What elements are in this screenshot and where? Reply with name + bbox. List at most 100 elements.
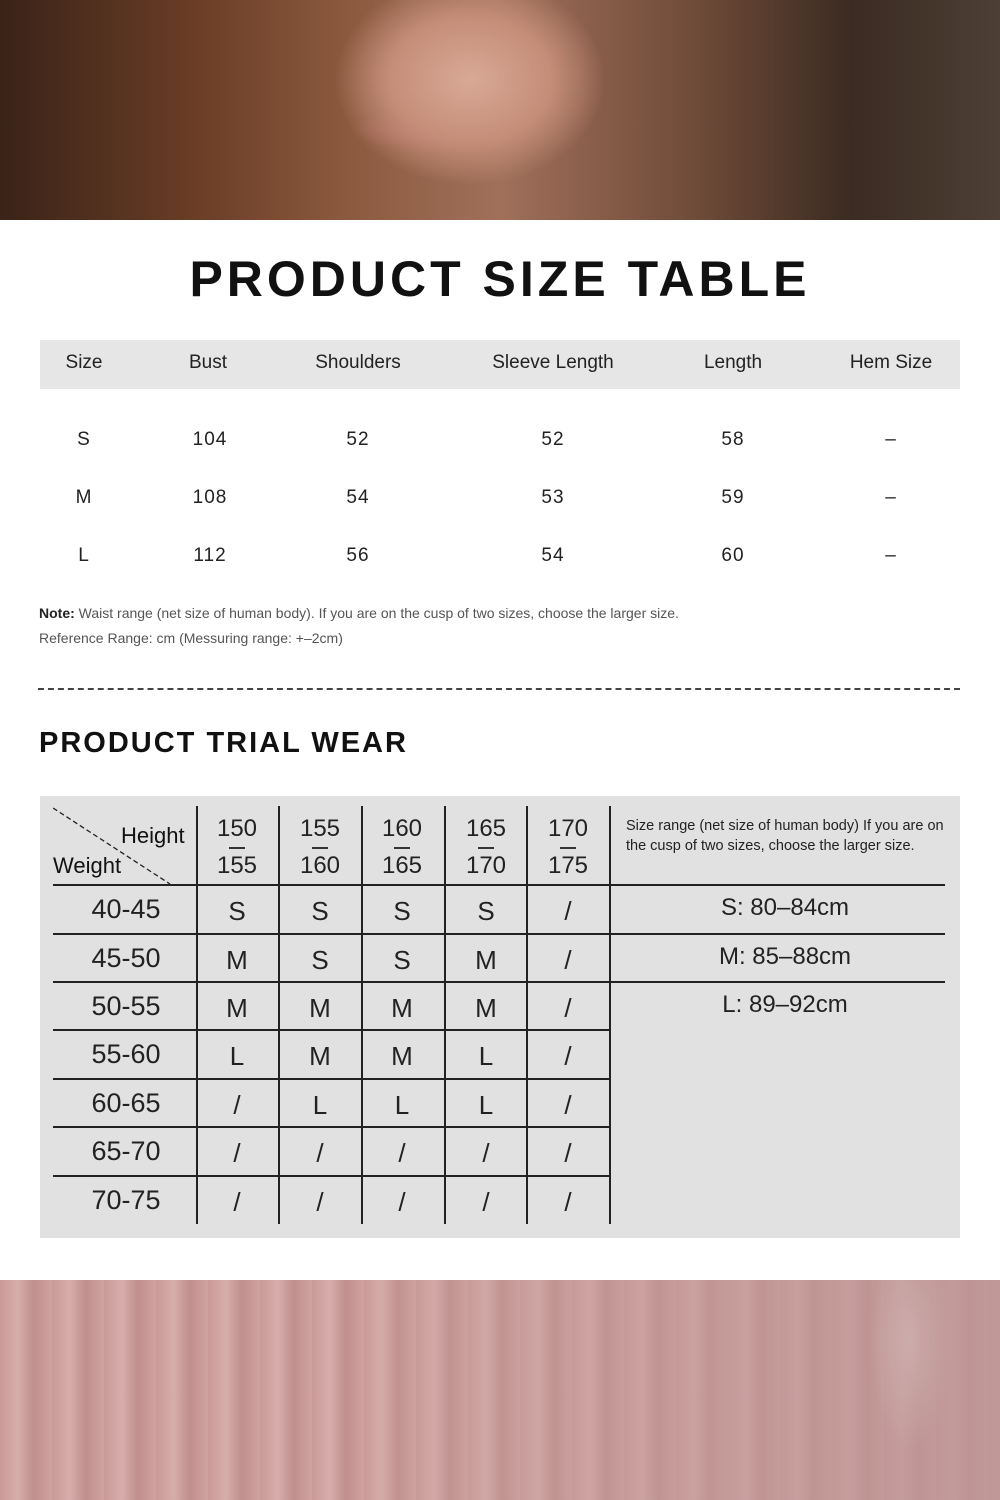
grid-line-horizontal: [53, 884, 945, 886]
table-cell: M: [75, 487, 93, 508]
recommended-size: /: [398, 1187, 406, 1217]
column-header: Size: [65, 352, 103, 373]
column-header: Length: [703, 352, 763, 373]
height-range-to: 155: [216, 852, 258, 879]
model-face-photo: [0, 0, 1000, 220]
table-cell: 60: [721, 545, 745, 566]
grid-line-horizontal: [53, 981, 945, 983]
recommended-size: /: [316, 1138, 324, 1168]
height-range-to: 160: [299, 852, 341, 879]
recommended-size: M: [475, 993, 497, 1023]
weight-label: Weight: [53, 853, 122, 878]
recommended-size: L: [229, 1041, 245, 1071]
size-range-value: S: 80–84cm: [720, 894, 850, 921]
recommended-size: /: [233, 1138, 241, 1168]
recommended-size: /: [482, 1187, 490, 1217]
grid-line-vertical: [526, 806, 528, 1224]
size-range-value: M: 85–88cm: [718, 943, 852, 970]
range-dash: [229, 847, 245, 849]
grid-line-vertical: [444, 806, 446, 1224]
table-cell: L: [78, 545, 90, 566]
recommended-size: S: [393, 896, 411, 926]
table-cell: 58: [721, 429, 745, 450]
grid-line-vertical: [278, 806, 280, 1224]
table-cell: 59: [721, 487, 745, 508]
range-dash: [478, 847, 494, 849]
recommended-size: /: [564, 1187, 572, 1217]
grid-line-horizontal: [53, 1175, 610, 1177]
recommended-size: S: [477, 896, 495, 926]
recommended-size: L: [312, 1090, 328, 1120]
weight-range: 45-50: [91, 943, 161, 973]
size-note: Note: Waist range (net size of human bod…: [39, 605, 679, 621]
recommended-size: M: [226, 993, 248, 1023]
recommended-size: /: [564, 1041, 572, 1071]
height-range-from: 155: [299, 815, 341, 842]
range-dash: [560, 847, 576, 849]
recommended-size: /: [482, 1138, 490, 1168]
recommended-size: S: [393, 945, 411, 975]
recommended-size: S: [228, 896, 246, 926]
table-cell: 108: [192, 487, 228, 508]
pink-fabric-photo: [0, 1280, 1000, 1500]
recommended-size: M: [391, 1041, 413, 1071]
recommended-size: /: [564, 993, 572, 1023]
table-cell: 52: [541, 429, 565, 450]
recommended-size: M: [309, 993, 331, 1023]
table-cell: 54: [541, 545, 565, 566]
trial-wear-title: PRODUCT TRIAL WEAR: [39, 727, 408, 759]
table-cell: –: [885, 487, 897, 508]
height-range-to: 175: [547, 852, 589, 879]
table-cell: 54: [346, 487, 370, 508]
table-cell: 52: [346, 429, 370, 450]
weight-range: 50-55: [91, 991, 161, 1021]
height-range-to: 165: [381, 852, 423, 879]
corner-diagonal: [53, 807, 171, 885]
weight-range: 60-65: [91, 1088, 161, 1118]
grid-line-horizontal: [53, 933, 945, 935]
size-range-note: Size range (net size of human body) If y…: [626, 818, 944, 854]
table-cell: 104: [192, 429, 228, 450]
weight-range: 55-60: [91, 1039, 161, 1069]
recommended-size: S: [311, 896, 329, 926]
height-range-from: 165: [465, 815, 507, 842]
trial-wear-panel: [40, 796, 960, 1238]
recommended-size: M: [475, 945, 497, 975]
reference-range: Reference Range: cm (Messuring range: +–…: [39, 630, 343, 646]
height-range-from: 150: [216, 815, 258, 842]
column-header: Hem Size: [849, 352, 933, 373]
recommended-size: /: [233, 1187, 241, 1217]
recommended-size: M: [309, 1041, 331, 1071]
recommended-size: /: [564, 1138, 572, 1168]
recommended-size: L: [394, 1090, 410, 1120]
range-dash: [394, 847, 410, 849]
range-dash: [312, 847, 328, 849]
recommended-size: /: [398, 1138, 406, 1168]
weight-range: 65-70: [91, 1136, 161, 1166]
height-range-from: 160: [381, 815, 423, 842]
recommended-size: L: [478, 1041, 494, 1071]
grid-line-horizontal: [53, 1029, 610, 1031]
grid-line-horizontal: [53, 1078, 610, 1080]
table-cell: –: [885, 429, 897, 450]
height-label: Height: [121, 823, 185, 848]
weight-range: 70-75: [91, 1185, 161, 1215]
column-header: Bust: [188, 352, 228, 373]
recommended-size: /: [564, 896, 572, 926]
grid-line-vertical: [196, 806, 198, 1224]
size-table-header: [40, 340, 960, 389]
height-range-from: 170: [547, 815, 589, 842]
size-range-value: L: 89–92cm: [722, 991, 848, 1018]
note-label: Note:: [39, 605, 75, 621]
recommended-size: L: [478, 1090, 494, 1120]
recommended-size: /: [564, 945, 572, 975]
table-cell: –: [885, 545, 897, 566]
dashed-divider: [38, 688, 960, 690]
table-cell: 53: [541, 487, 565, 508]
recommended-size: M: [391, 993, 413, 1023]
table-cell: S: [77, 429, 91, 450]
grid-line-horizontal: [53, 1126, 610, 1128]
table-cell: 56: [346, 545, 370, 566]
grid-line-vertical: [609, 806, 611, 1224]
recommended-size: /: [316, 1187, 324, 1217]
